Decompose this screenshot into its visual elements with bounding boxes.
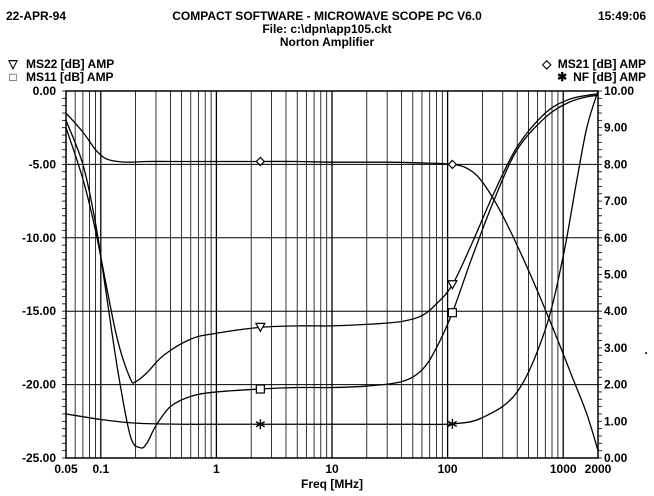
legend-label-ms11: MS11 [dB] AMP xyxy=(26,70,114,84)
chart-title: COMPACT SOFTWARE - MICROWAVE SCOPE PC V6… xyxy=(172,9,482,23)
legend-item-nf: ✱ NF [dB] AMP xyxy=(555,71,646,84)
legend-item-ms22: ▽ MS22 [dB] AMP xyxy=(6,58,114,71)
legend-item-ms11: □ MS11 [dB] AMP xyxy=(6,70,114,84)
y-left-tick-label: -25.00 xyxy=(22,451,56,465)
legend-label-ms21: MS21 [dB] AMP xyxy=(557,57,646,71)
y-right-tick-label: 4.00 xyxy=(604,304,628,318)
legend-label-ms22: MS22 [dB] AMP xyxy=(26,57,115,71)
y-left-tick-label: -5.00 xyxy=(29,157,57,171)
y-right-tick-label: 3.00 xyxy=(604,341,628,355)
asterisk-icon: ✱ xyxy=(557,70,568,84)
y-right-tick-label: 8.00 xyxy=(604,157,628,171)
y-right-tick-label: 2.00 xyxy=(604,378,628,392)
y-right-tick-label: 0.00 xyxy=(604,451,628,465)
diamond-icon: ◇ xyxy=(542,57,552,71)
marker-nf-amp xyxy=(255,419,266,430)
x-tick-label: 0.05 xyxy=(54,462,78,476)
circuit-name: Norton Amplifier xyxy=(279,35,375,49)
legend-item-ms21: ◇ MS21 [dB] AMP xyxy=(540,58,646,71)
marker-ms22-amp xyxy=(254,322,266,333)
marker-ms11-amp xyxy=(255,384,265,394)
header-date: 22-APR-94 xyxy=(6,9,67,23)
marker-ms11-amp xyxy=(447,308,457,318)
x-tick-label: 10 xyxy=(325,462,339,476)
marker-ms22-amp xyxy=(446,280,458,290)
legend-label-nf: NF [dB] AMP xyxy=(573,70,646,84)
annotation-dot: . xyxy=(644,343,647,357)
x-axis-label: Freq [MHz] xyxy=(301,477,363,491)
triangle-down-icon: ▽ xyxy=(8,57,18,71)
x-tick-label: 0.1 xyxy=(92,462,109,476)
header-time: 15:49:06 xyxy=(597,9,646,23)
x-tick-label: 1000 xyxy=(550,462,577,476)
x-tick-label: 2000 xyxy=(585,462,612,476)
y-left-tick-label: -15.00 xyxy=(22,304,56,318)
y-left-tick-label: 0.00 xyxy=(33,84,57,98)
series-line-ms11-amp xyxy=(65,94,599,449)
y-right-tick-label: 10.00 xyxy=(604,84,634,98)
y-right-tick-label: 1.00 xyxy=(604,414,628,428)
marker-nf-amp xyxy=(447,418,458,429)
y-left-tick-label: -20.00 xyxy=(22,378,56,392)
y-right-tick-label: 9.00 xyxy=(604,121,628,135)
file-path: File: c:\dpn\app105.ckt xyxy=(262,22,392,36)
series-line-ms21-amp xyxy=(65,112,599,451)
series-line-nf-amp xyxy=(65,90,599,426)
x-tick-label: 100 xyxy=(438,462,458,476)
series-line-ms22-amp xyxy=(65,93,599,384)
x-tick-label: 1 xyxy=(213,462,220,476)
y-right-tick-label: 5.00 xyxy=(604,268,628,282)
square-icon: □ xyxy=(9,70,17,84)
marker-ms21-amp xyxy=(255,156,266,167)
marker-ms21-amp xyxy=(447,159,458,170)
y-left-tick-label: -10.00 xyxy=(22,231,56,245)
y-right-tick-label: 7.00 xyxy=(604,194,628,208)
y-right-tick-label: 6.00 xyxy=(604,231,628,245)
